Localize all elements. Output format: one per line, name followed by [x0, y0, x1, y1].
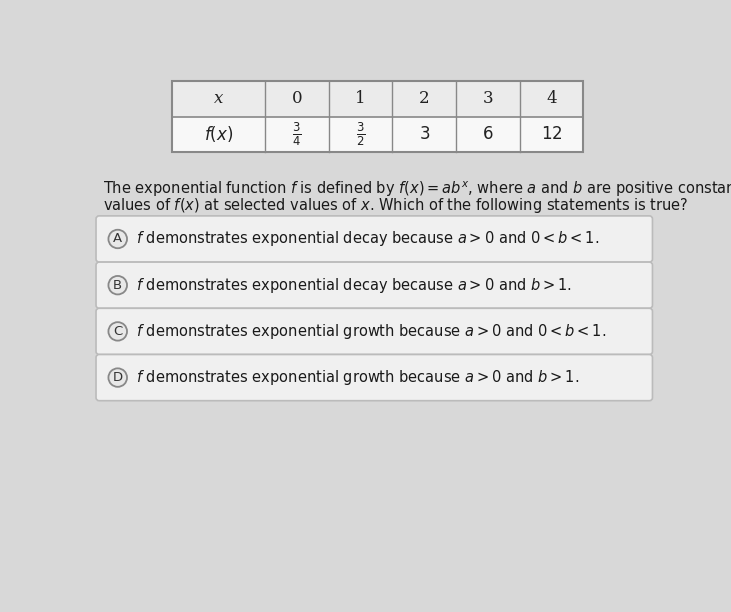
Bar	[393, 116, 456, 152]
Circle shape	[108, 230, 127, 248]
Circle shape	[108, 322, 127, 341]
Bar	[456, 116, 520, 152]
Text: A: A	[113, 233, 122, 245]
Bar	[329, 81, 393, 116]
Bar	[173, 81, 265, 116]
Text: $f$ demonstrates exponential growth because $a > 0$ and $b > 1$.: $f$ demonstrates exponential growth beca…	[136, 368, 580, 387]
Text: 4: 4	[546, 91, 557, 107]
Bar	[265, 81, 329, 116]
Text: $f$ demonstrates exponential decay because $a > 0$ and $0 < b < 1$.: $f$ demonstrates exponential decay becau…	[136, 230, 599, 248]
Text: D: D	[113, 371, 123, 384]
Bar	[265, 116, 329, 152]
Text: 1: 1	[355, 91, 366, 107]
Bar	[456, 81, 520, 116]
Circle shape	[108, 368, 127, 387]
FancyBboxPatch shape	[96, 354, 653, 401]
Text: $6$: $6$	[482, 125, 493, 143]
Bar	[173, 81, 583, 152]
Text: $f(x)$: $f(x)$	[204, 124, 233, 144]
Bar	[173, 116, 265, 152]
FancyBboxPatch shape	[96, 262, 653, 308]
Bar	[329, 116, 393, 152]
Text: $12$: $12$	[540, 125, 562, 143]
Circle shape	[108, 276, 127, 294]
Text: 0: 0	[292, 91, 303, 107]
FancyBboxPatch shape	[96, 308, 653, 354]
Bar	[520, 116, 583, 152]
Text: x: x	[214, 91, 224, 107]
Text: 2: 2	[419, 91, 430, 107]
Text: $3$: $3$	[419, 125, 430, 143]
Text: $\frac{3}{2}$: $\frac{3}{2}$	[356, 121, 366, 148]
Text: $f$ demonstrates exponential growth because $a > 0$ and $0 < b < 1$.: $f$ demonstrates exponential growth beca…	[136, 322, 607, 341]
Text: 3: 3	[482, 91, 493, 107]
Text: B: B	[113, 278, 122, 292]
FancyBboxPatch shape	[96, 216, 653, 262]
Text: The exponential function $f$ is defined by $f(x) = ab^x$, where $a$ and $b$ are : The exponential function $f$ is defined …	[103, 179, 731, 198]
Text: $f$ demonstrates exponential decay because $a > 0$ and $b > 1$.: $f$ demonstrates exponential decay becau…	[136, 275, 572, 295]
Bar	[173, 81, 583, 152]
Bar	[393, 81, 456, 116]
Bar	[520, 81, 583, 116]
Text: values of $f(x)$ at selected values of $x$. Which of the following statements is: values of $f(x)$ at selected values of $…	[103, 196, 689, 215]
Text: C: C	[113, 325, 122, 338]
Text: $\frac{3}{4}$: $\frac{3}{4}$	[292, 121, 302, 148]
